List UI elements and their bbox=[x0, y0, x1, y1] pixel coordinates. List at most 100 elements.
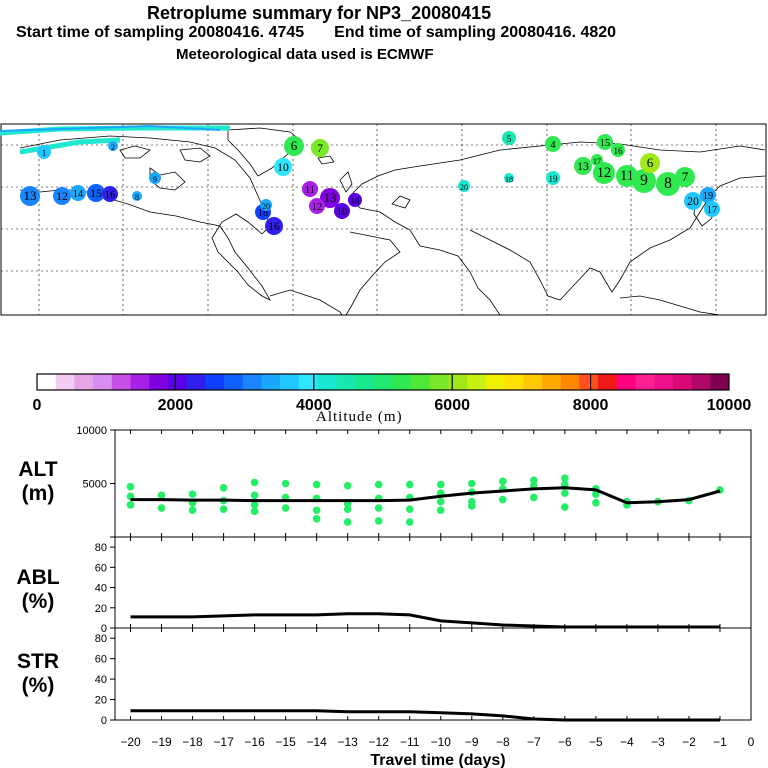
trajectory-cluster-dot bbox=[704, 201, 720, 217]
trajectory-cluster-label: 12 bbox=[597, 165, 611, 181]
cluster-point bbox=[374, 504, 383, 512]
colorbar-swatch bbox=[411, 374, 431, 390]
cluster-point bbox=[219, 483, 228, 492]
trajectory-cluster-label: 20 bbox=[687, 195, 699, 208]
str-panel-label: STR (%) bbox=[17, 650, 59, 697]
trajectory-streak bbox=[0, 124, 221, 132]
colorbar-swatch bbox=[55, 374, 75, 390]
map-frame bbox=[0, 123, 767, 316]
colorbar-swatch bbox=[111, 374, 132, 390]
trajectory-cluster-label: 13 bbox=[324, 190, 337, 205]
colorbar-title: Altitude (m) bbox=[316, 409, 403, 425]
cluster-point bbox=[126, 482, 135, 491]
trajectory-cluster-label: 6 bbox=[291, 138, 298, 153]
x-tick-label: −9 bbox=[465, 735, 479, 749]
trajectory-cluster-dot bbox=[611, 143, 625, 157]
colorbar-swatch bbox=[37, 374, 57, 390]
colorbar-swatch bbox=[261, 374, 281, 390]
trajectory-cluster-label: 4 bbox=[550, 140, 556, 151]
colorbar-swatch bbox=[635, 374, 655, 390]
x-tick-label: −15 bbox=[275, 735, 296, 749]
colorbar-swatch bbox=[598, 374, 618, 390]
panel-frame bbox=[114, 627, 752, 721]
colorbar-tick-label: 4000 bbox=[296, 397, 332, 414]
trajectory-cluster-label: 17 bbox=[707, 205, 717, 216]
y-tick-label: 40 bbox=[95, 583, 107, 595]
trajectory-cluster-dot bbox=[640, 153, 660, 173]
y-tick-label: 60 bbox=[95, 654, 107, 666]
trajectory-cluster-label: 9 bbox=[153, 175, 157, 184]
trajectory-cluster-dot bbox=[260, 199, 272, 211]
cluster-point bbox=[499, 495, 507, 504]
colorbar-swatch bbox=[392, 374, 412, 390]
series-line bbox=[130, 486, 721, 505]
trajectory-cluster-label: 10 bbox=[337, 207, 347, 218]
colorbar-tick-label: 8000 bbox=[573, 397, 609, 414]
x-tick-label: −2 bbox=[682, 735, 696, 749]
cluster-point bbox=[343, 518, 352, 526]
colorbar-tick-label: 2000 bbox=[158, 397, 194, 414]
trajectory-cluster-dot bbox=[656, 172, 680, 196]
cluster-point bbox=[312, 480, 321, 489]
trajectory-cluster-label: 1 bbox=[42, 148, 47, 158]
colorbar-swatch bbox=[167, 374, 188, 390]
trajectory-cluster-label: 7 bbox=[317, 142, 323, 155]
cluster-point bbox=[405, 518, 414, 526]
trajectory-cluster-dot bbox=[632, 169, 656, 193]
cluster-point bbox=[343, 505, 352, 513]
y-tick-label: 0 bbox=[101, 715, 107, 727]
trajectory-cluster-dot bbox=[309, 198, 325, 214]
trajectory-cluster-label: 9 bbox=[640, 172, 648, 189]
trajectory-cluster-dot bbox=[334, 203, 350, 219]
cluster-point bbox=[250, 501, 259, 509]
trajectory-cluster-label: 18 bbox=[258, 208, 268, 219]
cluster-point bbox=[374, 517, 383, 525]
start-time-text: Start time of sampling 20080416. 4745 bbox=[16, 24, 305, 41]
cluster-point bbox=[592, 498, 600, 507]
colorbar-swatch bbox=[448, 374, 468, 390]
colorbar-swatch bbox=[298, 374, 319, 390]
panel-frame bbox=[114, 429, 752, 538]
trajectory-cluster-dot bbox=[684, 192, 702, 210]
x-tick-label: −1 bbox=[713, 735, 727, 749]
y-tick-label: 0 bbox=[101, 623, 107, 635]
altitude-colorbar: 0 2000 4000 6000 8000 10000 bbox=[33, 373, 751, 414]
trajectory-cluster-label: 15 bbox=[90, 187, 102, 200]
trajectory-cluster-label: 13 bbox=[577, 160, 589, 173]
x-tick-label: 0 bbox=[748, 735, 755, 749]
trajectory-cluster-dot bbox=[502, 131, 516, 145]
colorbar-swatch bbox=[317, 374, 337, 390]
trajectory-cluster-label: 14 bbox=[350, 196, 360, 206]
colorbar-swatch bbox=[560, 374, 580, 390]
colorbar-frame bbox=[36, 373, 730, 391]
trajectory-cluster-label: 10 bbox=[277, 161, 289, 174]
cluster-point bbox=[219, 505, 228, 513]
trajectory-cluster-dot bbox=[265, 217, 283, 235]
colorbar-swatch bbox=[149, 374, 169, 390]
trajectory-cluster-dot bbox=[348, 193, 362, 207]
colorbar-swatch bbox=[672, 374, 693, 390]
cluster-point bbox=[250, 507, 259, 516]
trajectory-cluster-dot bbox=[302, 181, 318, 197]
y-tick-label: 80 bbox=[95, 633, 107, 645]
x-tick-label: −10 bbox=[431, 735, 452, 749]
cluster-point bbox=[530, 493, 538, 502]
colorbar-swatch bbox=[354, 374, 375, 390]
trajectory-cluster-dot bbox=[320, 188, 340, 208]
trajectory-cluster-label: 16 bbox=[268, 220, 280, 233]
cluster-point bbox=[374, 480, 383, 489]
x-tick-label: −5 bbox=[589, 735, 603, 749]
trajectory-cluster-label: 20 bbox=[460, 183, 468, 192]
colorbar-swatch bbox=[224, 374, 244, 390]
trajectory-cluster-label: 6 bbox=[647, 155, 654, 170]
trajectory-cluster-dot bbox=[700, 187, 716, 203]
colorbar-swatch bbox=[467, 374, 487, 390]
chart-title: Retroplume summary for NP3_20080415 bbox=[147, 3, 492, 23]
trajectory-cluster-dot bbox=[102, 186, 118, 202]
trajectory-cluster-dot bbox=[53, 187, 71, 205]
colorbar-swatch bbox=[373, 374, 393, 390]
trajectory-cluster-dot bbox=[132, 191, 142, 201]
colorbar-swatch bbox=[579, 374, 599, 390]
